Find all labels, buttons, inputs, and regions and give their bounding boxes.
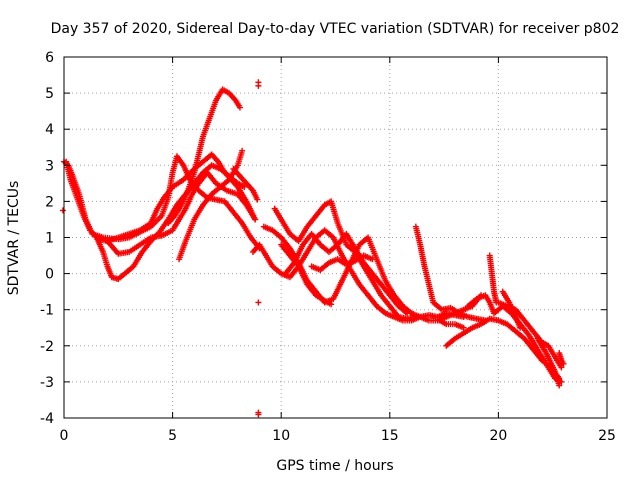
data-point [252,216,259,223]
y-axis-label: SDTVAR / TECUs [6,181,22,296]
data-point [236,104,243,111]
data-layer [59,79,567,418]
x-tick-label: 20 [489,428,507,444]
y-tick-label: -3 [40,375,54,391]
y-tick-label: -4 [40,411,54,427]
data-point [460,324,467,331]
data-point [255,82,262,89]
x-axis-label: GPS time / hours [276,458,393,474]
data-point [404,310,411,317]
axis-ticks: 0 5 10 15 20 25 -4 -3 -2 -1 0 1 2 3 4 5 6 [40,50,616,444]
data-point [558,364,565,371]
y-tick-label: 6 [45,50,54,66]
y-tick-label: 2 [45,194,54,210]
data-point [412,313,419,320]
x-tick-label: 10 [272,428,290,444]
data-point [255,299,262,306]
data-point [556,382,563,389]
y-tick-label: 3 [45,158,54,174]
y-tick-label: 1 [45,231,54,247]
data-point [328,301,335,308]
data-point [255,411,262,418]
data-point [517,324,524,331]
y-tick-label: -1 [40,303,54,319]
data-point [254,196,261,203]
y-tick-label: -2 [40,339,54,355]
x-tick-label: 25 [598,428,616,444]
y-tick-label: 4 [45,122,54,138]
chart-title: Day 357 of 2020, Sidereal Day-to-day VTE… [51,21,620,37]
y-tick-label: 5 [45,86,54,102]
x-tick-label: 0 [60,428,69,444]
data-point [241,183,248,190]
data-point [239,147,246,154]
x-tick-label: 15 [381,428,399,444]
data-point [369,256,376,263]
data-point [59,207,66,214]
data-point [560,360,567,367]
y-tick-label: 0 [45,267,54,283]
x-tick-label: 5 [168,428,177,444]
